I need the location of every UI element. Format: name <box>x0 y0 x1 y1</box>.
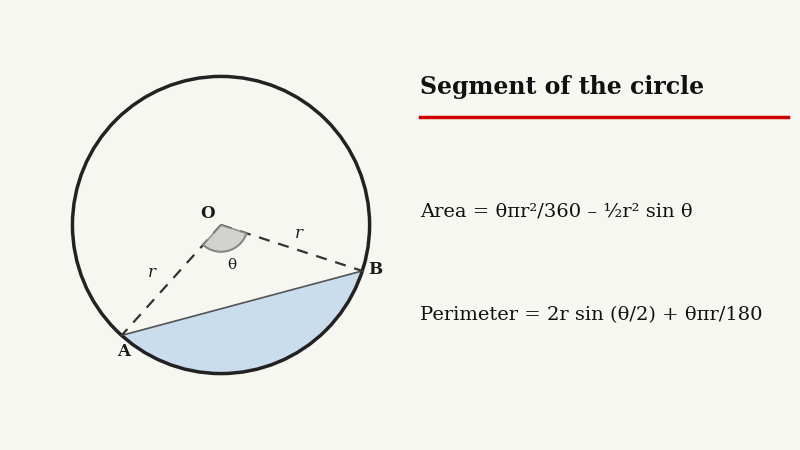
Text: r: r <box>294 225 302 242</box>
Text: A: A <box>117 343 130 360</box>
Text: θ: θ <box>227 258 236 272</box>
Text: Segment of the circle: Segment of the circle <box>420 75 704 99</box>
Text: B: B <box>368 261 382 278</box>
Text: r: r <box>147 264 155 281</box>
Polygon shape <box>122 271 362 374</box>
Text: O: O <box>200 205 215 221</box>
Text: Perimeter = 2r sin (θ/2) + θπr/180: Perimeter = 2r sin (θ/2) + θπr/180 <box>420 306 762 324</box>
Text: Area = θπr²/360 – ½r² sin θ: Area = θπr²/360 – ½r² sin θ <box>420 202 693 220</box>
Wedge shape <box>203 225 246 252</box>
